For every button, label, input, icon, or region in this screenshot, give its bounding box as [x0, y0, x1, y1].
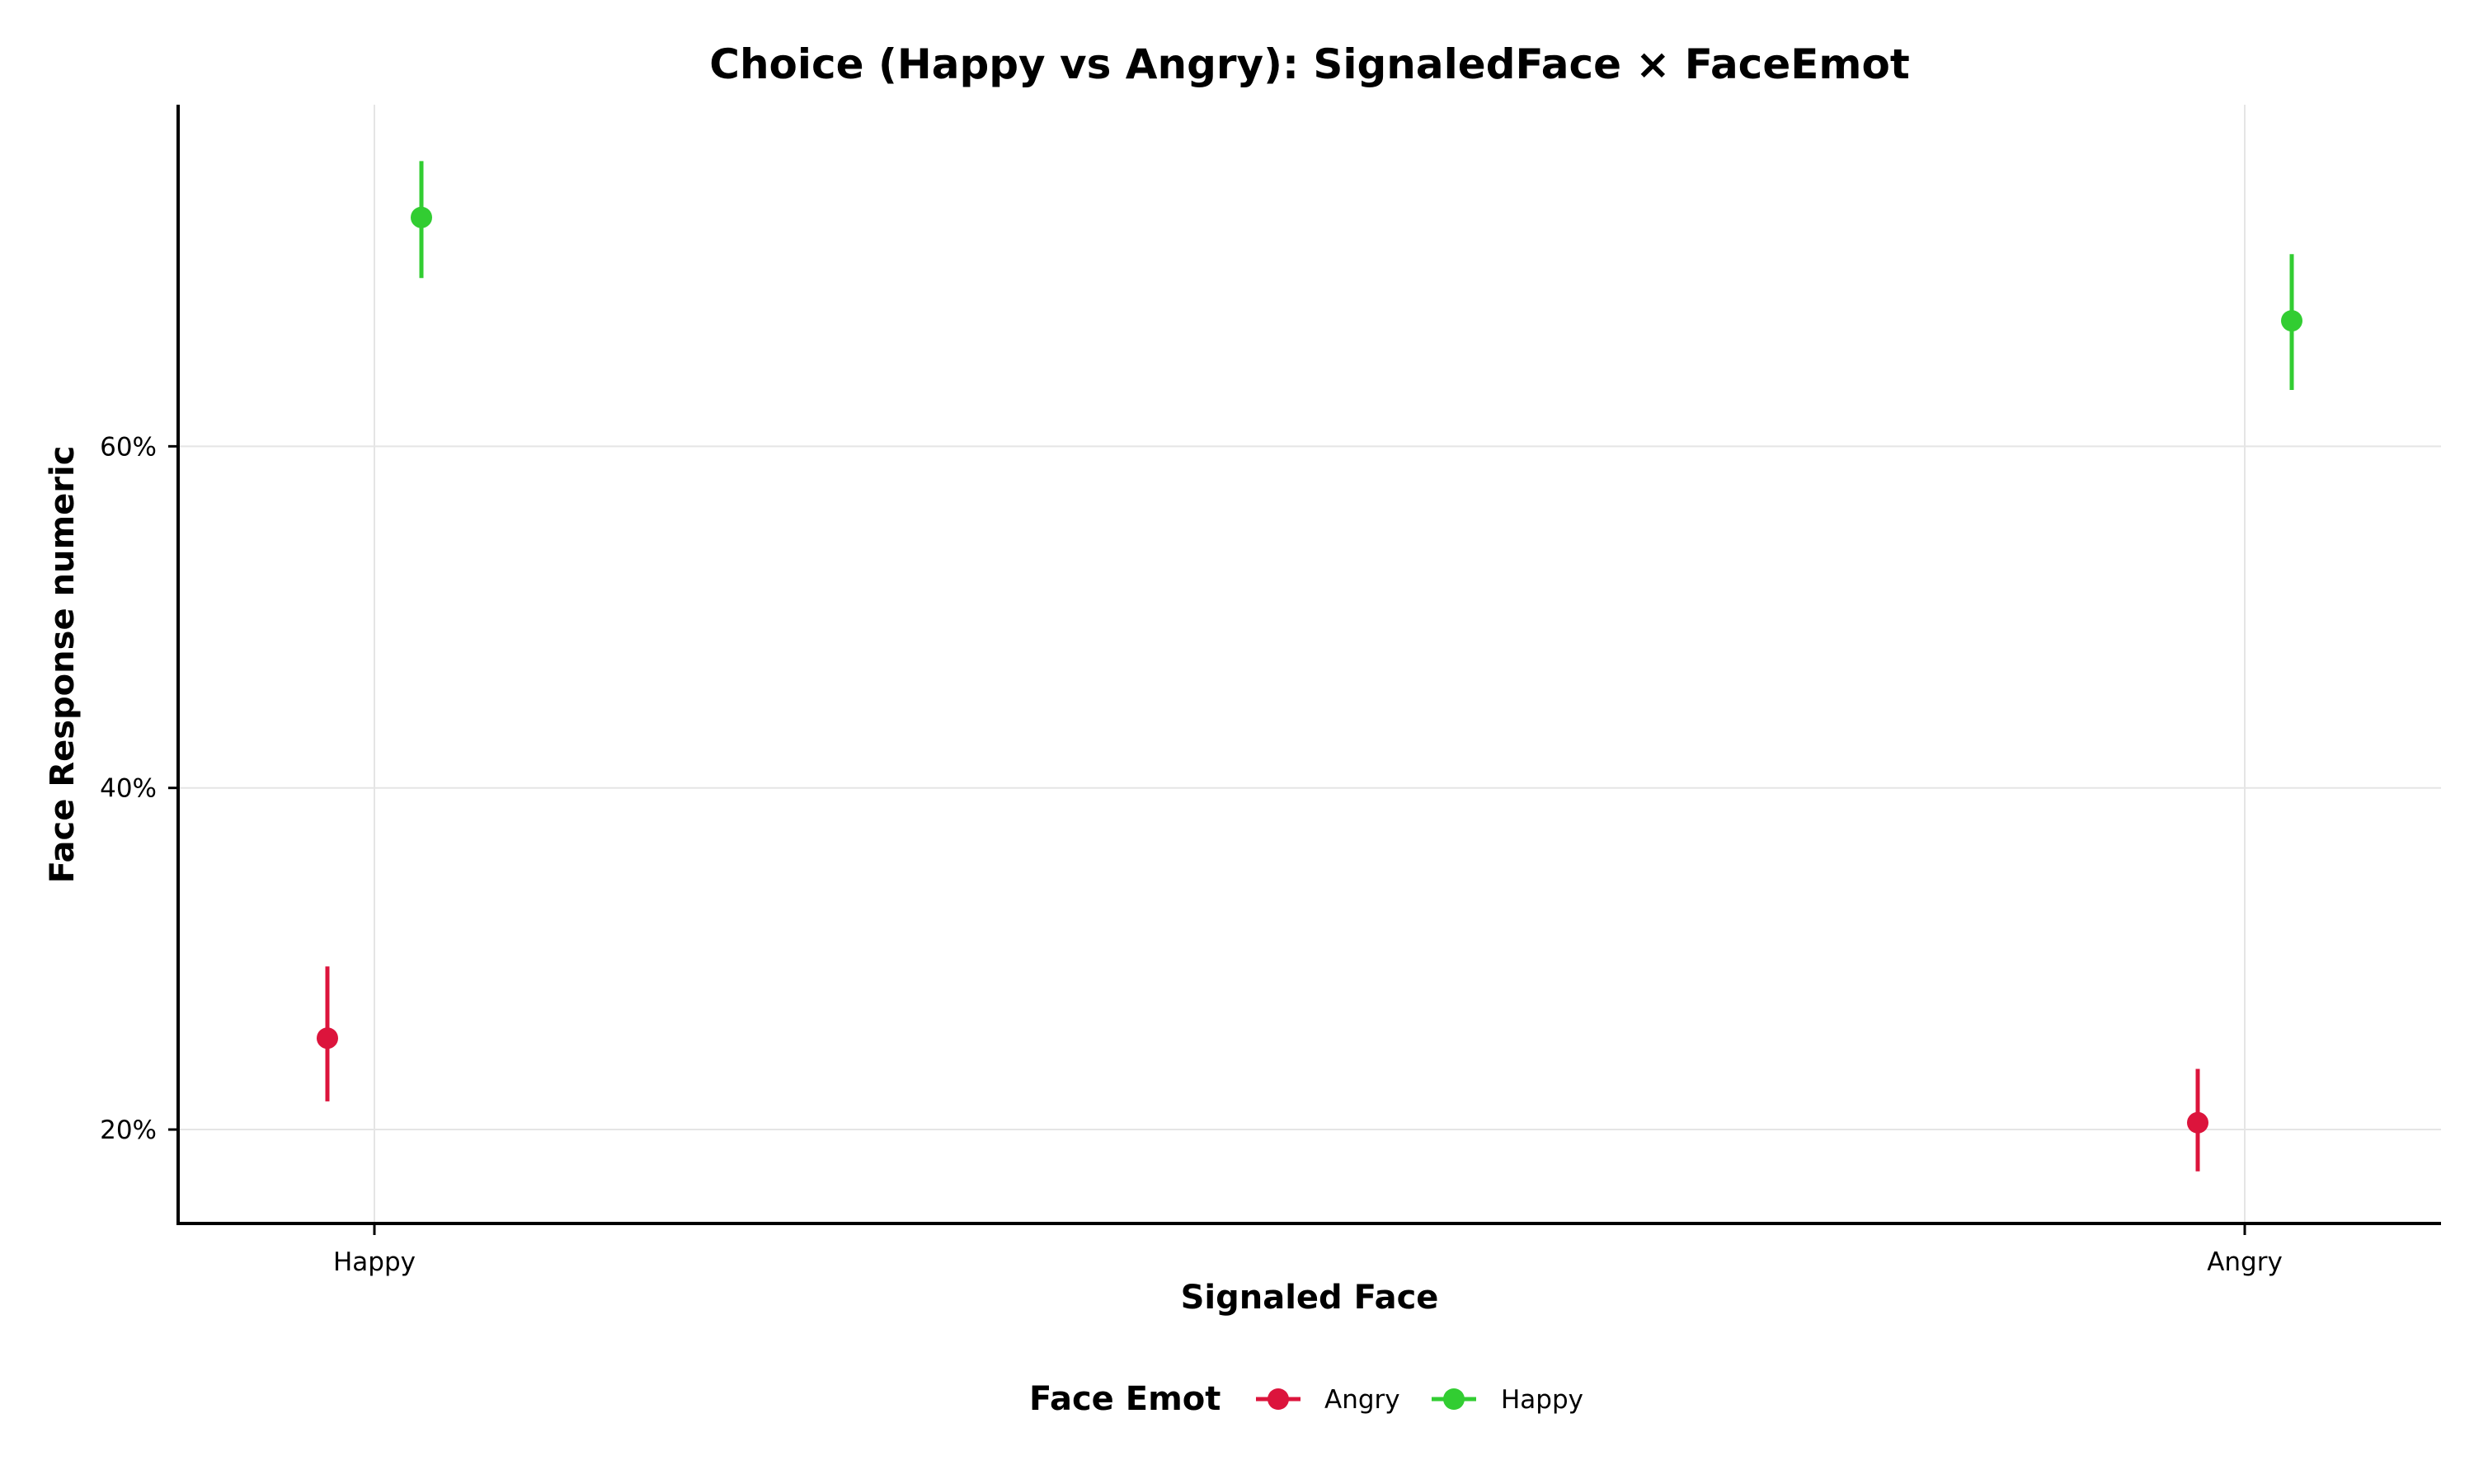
- point-angry-angry: [2187, 1111, 2208, 1134]
- y-axis-title: Face Response numeric: [44, 446, 82, 884]
- legend-title: Face Emot: [1029, 1380, 1221, 1418]
- x-axis-ticks: Happy Angry: [333, 1223, 2283, 1277]
- y-axis-ticks: 20% 40% 60%: [100, 432, 178, 1145]
- legend-marker-happy: [1443, 1388, 1465, 1410]
- y-tick-label: 20%: [100, 1115, 157, 1145]
- point-happy-happy: [411, 206, 432, 228]
- legend-item-happy: Happy: [1432, 1385, 1583, 1415]
- chart-title: Choice (Happy vs Angry): SignaledFace × …: [709, 40, 1909, 88]
- y-tick-label: 60%: [100, 432, 157, 462]
- legend-marker-angry: [1268, 1388, 1289, 1410]
- legend-label-angry: Angry: [1324, 1385, 1400, 1415]
- grid: [178, 105, 2441, 1223]
- x-axis-title: Signaled Face: [1181, 1279, 1439, 1317]
- point-angry-happy: [317, 1027, 338, 1050]
- data-points: [317, 161, 2302, 1172]
- x-tick-label-happy: Happy: [333, 1247, 416, 1277]
- legend-label-happy: Happy: [1501, 1385, 1583, 1415]
- x-tick-label-angry: Angry: [2207, 1247, 2283, 1277]
- legend: Face Emot Angry Happy: [1029, 1380, 1583, 1418]
- legend-item-angry: Angry: [1256, 1385, 1400, 1415]
- point-happy-angry: [2281, 310, 2302, 332]
- y-tick-label: 40%: [100, 774, 157, 804]
